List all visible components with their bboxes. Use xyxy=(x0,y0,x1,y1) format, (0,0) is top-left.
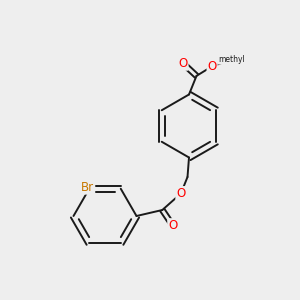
Text: O: O xyxy=(176,187,185,200)
Text: O: O xyxy=(208,60,217,73)
Text: methyl: methyl xyxy=(218,55,245,64)
Text: O: O xyxy=(168,219,177,232)
Text: O: O xyxy=(178,57,188,70)
Text: Br: Br xyxy=(81,181,94,194)
